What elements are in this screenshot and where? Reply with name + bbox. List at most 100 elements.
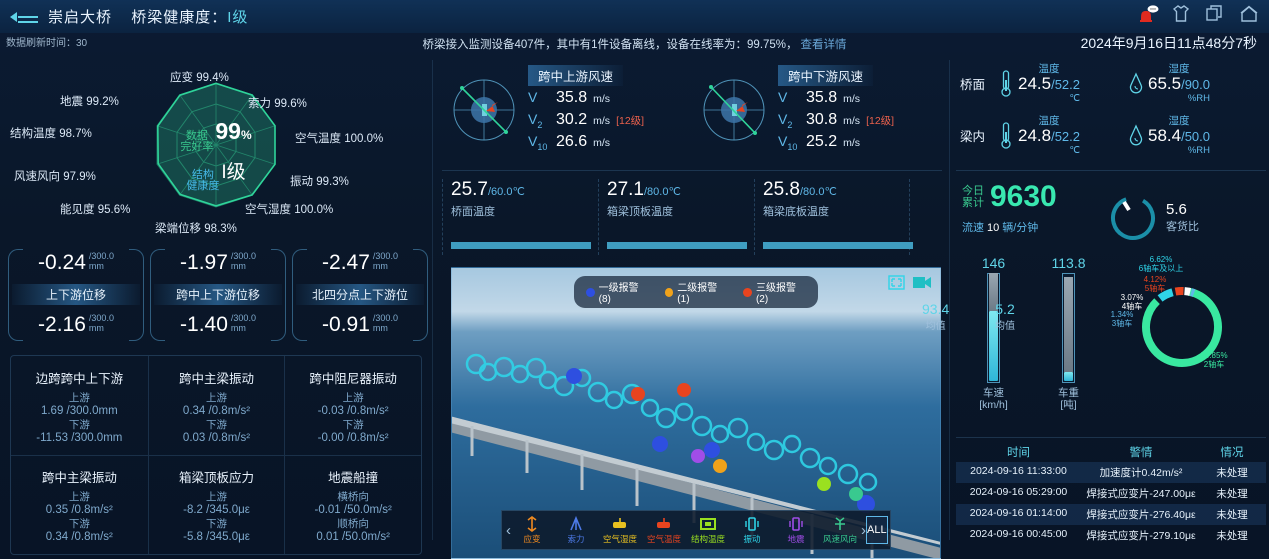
copy-icon[interactable] [1205, 4, 1225, 24]
metric-value: 0.03 /0.8m/s² [182, 431, 251, 444]
metric-cell[interactable]: 跨中主梁振动 上游 0.34 /0.8m/s² 下游 0.03 /0.8m/s² [147, 356, 285, 455]
environment-location: 梁内 [960, 129, 986, 144]
metric-cell[interactable]: 边跨跨中上下游 上游 1.69 /300.0mm 下游 -11.53 /300.… [11, 356, 148, 455]
toolbar-item-cable-force[interactable]: 索力 [555, 515, 597, 545]
metric-title: 地震船撞 [328, 471, 379, 485]
notice-text: 桥梁接入监测设备407件，其中有1件设备离线，设备在线率为：99.75%， [422, 39, 798, 51]
home-icon[interactable] [1239, 4, 1259, 24]
radar-label-wind: 风速风向 97.9% [14, 171, 96, 183]
fullscreen-icon[interactable] [888, 275, 905, 290]
displacement-bottom-value: -0.91/300.0 mm [322, 313, 398, 336]
metric-cell[interactable]: 跨中主梁振动 上游 0.35 /0.8m/s² 下游 0.34 /0.8m/s² [11, 455, 148, 554]
environment-temperature: 温度 24.8/52.2 ℃ [998, 115, 1128, 156]
toolbar-items: 应变 索力 空气湿度 空气温度 [511, 515, 861, 545]
radar-label-earthquake: 地震 99.2% [60, 96, 119, 108]
wind-unit: m/s [593, 137, 611, 149]
metric-cell[interactable]: 箱梁顶板应力 上游 -8.2 /345.0με 下游 -5.8 /345.0με [147, 455, 285, 554]
environment-row-deck: 桥面 温度 24.5/52.2 ℃ 湿度 65.5/90.0 %RH [956, 57, 1266, 109]
temperature-card[interactable]: 27.1/80.0℃ 箱梁顶板温度 [598, 179, 754, 255]
toolbar-item-earthquake[interactable]: 地震 [775, 516, 817, 545]
wind-level-badge: [12级] [866, 115, 895, 127]
displacement-card[interactable]: -2.47/300.0 mm 北四分点上下游位 -0.91/300.0 mm [292, 245, 428, 343]
ratio-ring-icon [1111, 196, 1155, 240]
table-row[interactable]: 2024-09-16 05:29:00 焊接式应变片-247.00με 未处理 [956, 483, 1266, 504]
environment-temp-value: 24.8/52.2 [1018, 125, 1081, 145]
gauge-name: 车重 [吨] [1058, 387, 1079, 411]
metric-cell[interactable]: 地震船撞 横桥向 -0.01 /50.0m/s² 顺桥向 0.01 /50.0m… [284, 455, 421, 554]
temperature-card[interactable]: 25.8/80.0℃ 箱梁底板温度 [754, 179, 913, 255]
middle-column: 跨中上游风速 V 35.8 m/s V2 30.2 m/s [12级] V10 26.6 m/… [432, 55, 950, 559]
environment-temperature: 温度 24.5/52.2 ℃ [998, 63, 1128, 104]
metric-sub-label: 上游 [205, 391, 227, 404]
camera-icon[interactable] [913, 275, 931, 290]
toolbar-prev-arrow[interactable]: ‹ [506, 521, 511, 539]
temperature-card[interactable]: 25.7/60.0℃ 桥面温度 [442, 179, 598, 255]
radar-label-air-humidity: 空气湿度 100.0% [245, 204, 334, 216]
notice-detail-link[interactable]: 查看详情 [800, 39, 847, 51]
structure-health-label-1: 结构 [191, 169, 214, 181]
humidity-drop-icon [1129, 124, 1143, 146]
metric-value: 0.34 /0.8m/s² [45, 531, 113, 543]
gauge-gray-segment [989, 273, 998, 311]
toolbar-item-air-temperature[interactable]: 空气温度 [643, 516, 685, 545]
ratio-label: 客货比 [1166, 221, 1199, 233]
legend-item-level2: 二级报警(1) [664, 279, 728, 305]
wind-values-downstream: 跨中下游风速 V 35.8 m/s V2 30.8 m/s [12级] V10 25.2 m/… [778, 65, 894, 155]
alarm-event: 加速度计0.42m/s² [1099, 467, 1183, 479]
metric-cell[interactable]: 跨中阻尼器振动 上游 -0.03 /0.8m/s² 下游 -0.00 /0.8m… [284, 356, 421, 455]
gauge-fill [989, 311, 998, 381]
bridge-name: 崇启大桥 [48, 9, 113, 26]
collapse-menu-icon[interactable] [10, 7, 40, 27]
metric-title: 跨中阻尼器振动 [309, 371, 397, 386]
wind-value-row: V 35.8 m/s [528, 89, 644, 111]
table-row[interactable]: 2024-09-16 01:14:00 焊接式应变片-276.40με 未处理 [956, 504, 1266, 525]
axle-distribution-donut-chart: 6.62% 6轴车及以上 4.12% 5轴车 3.07% 4轴车 1.34% 3轴车 8… [1106, 255, 1256, 415]
top-bar: 崇启大桥 桥梁健康度：I级 [0, 0, 1269, 33]
temperature-section: 25.7/60.0℃ 桥面温度 27.1/80.0℃ 箱梁顶板温度 25.8/8… [442, 170, 942, 255]
wind-value-row: V2 30.2 m/s [12级] [528, 111, 644, 133]
bridge-3d-viewer[interactable]: 一级报警(8) 二级报警(1) 三级报警(2) ‹ 应变 [451, 267, 941, 559]
toolbar-item-strain[interactable]: 应变 [511, 515, 553, 545]
metric-sub-label: 上游 [342, 391, 364, 404]
left-column: 数据 完好率 99% 结构 健康度 I级 应变 99.4% 索力 99.6% 空… [0, 55, 432, 559]
environment-humi-value: 58.4/50.0 [1148, 125, 1211, 145]
wind-values-upstream: 跨中上游风速 V 35.8 m/s V2 30.2 m/s [12级] V10 26.6 m/… [528, 65, 644, 155]
environment-humi-label: 湿度 [1168, 114, 1190, 127]
metric-title: 跨中主梁振动 [178, 371, 254, 386]
metric-grid: 边跨跨中上下游 上游 1.69 /300.0mm 下游 -11.53 /300.… [10, 355, 422, 555]
passenger-freight-ratio: 5.6 客货比 [1106, 181, 1199, 255]
radar-label-visibility: 能见度 95.6% [60, 204, 131, 216]
radar-label-girder-displacement: 梁端位移 98.3% [155, 223, 237, 235]
table-row[interactable]: 2024-09-16 00:45:00 焊接式应变片-279.10με 未处理 [956, 525, 1266, 546]
metric-value: -0.03 /0.8m/s² [317, 404, 389, 417]
metric-sub-label: 顺桥向 [337, 518, 369, 530]
data-integrity-label-2: 完好率 [180, 141, 214, 153]
alarm-bell-icon[interactable] [1137, 4, 1159, 24]
toolbar-item-label: 应变 [523, 533, 541, 544]
wind-value-row: V2 30.8 m/s [12级] [778, 111, 894, 133]
toolbar-item-air-humidity[interactable]: 空气湿度 [599, 516, 641, 545]
metric-value: -8.2 /345.0με [183, 504, 250, 516]
health-label: 桥梁健康度： [131, 9, 228, 26]
wind-unit: m/s [843, 93, 861, 105]
environment-temp-unit: ℃ [1069, 144, 1081, 156]
wind-value-row: V 35.8 m/s [778, 89, 894, 111]
toolbar-item-structure-temperature[interactable]: 结构温度 [687, 516, 729, 545]
toolbar-next-arrow[interactable]: › [861, 521, 866, 539]
toolbar-item-wind[interactable]: 风速风向 [819, 516, 861, 545]
alarm-table-header: 时间 警情 情况 [956, 442, 1266, 462]
metric-sub-label: 下游 [342, 418, 364, 431]
displacement-card[interactable]: -0.24/300.0 mm 上下游位移 -2.16/300.0 mm [8, 245, 144, 343]
radar-label-structure-temperature: 结构温度 98.7% [10, 128, 92, 140]
environment-section: 桥面 温度 24.5/52.2 ℃ 湿度 65.5/90.0 %RH [956, 57, 1266, 165]
traffic-flow: 流速 10 辆/分钟 [962, 222, 1039, 234]
shirt-icon[interactable] [1171, 4, 1191, 24]
table-row[interactable]: 2024-09-16 11:33:00 加速度计0.42m/s² 未处理 [956, 462, 1266, 483]
wind-card-downstream: 跨中下游风速 V 35.8 m/s V2 30.8 m/s [12级] V10 25.2 m/… [686, 55, 936, 165]
toolbar-item-vibration[interactable]: 振动 [731, 516, 773, 545]
radar-polygon [156, 82, 276, 208]
metric-sub-label: 下游 [68, 418, 90, 431]
alarm-event: 焊接式应变片-247.00με [1086, 488, 1196, 500]
displacement-card[interactable]: -1.97/300.0 mm 跨中上下游位移 -1.40/300.0 mm [150, 245, 286, 343]
toolbar-all-button[interactable]: ALL [866, 516, 888, 544]
